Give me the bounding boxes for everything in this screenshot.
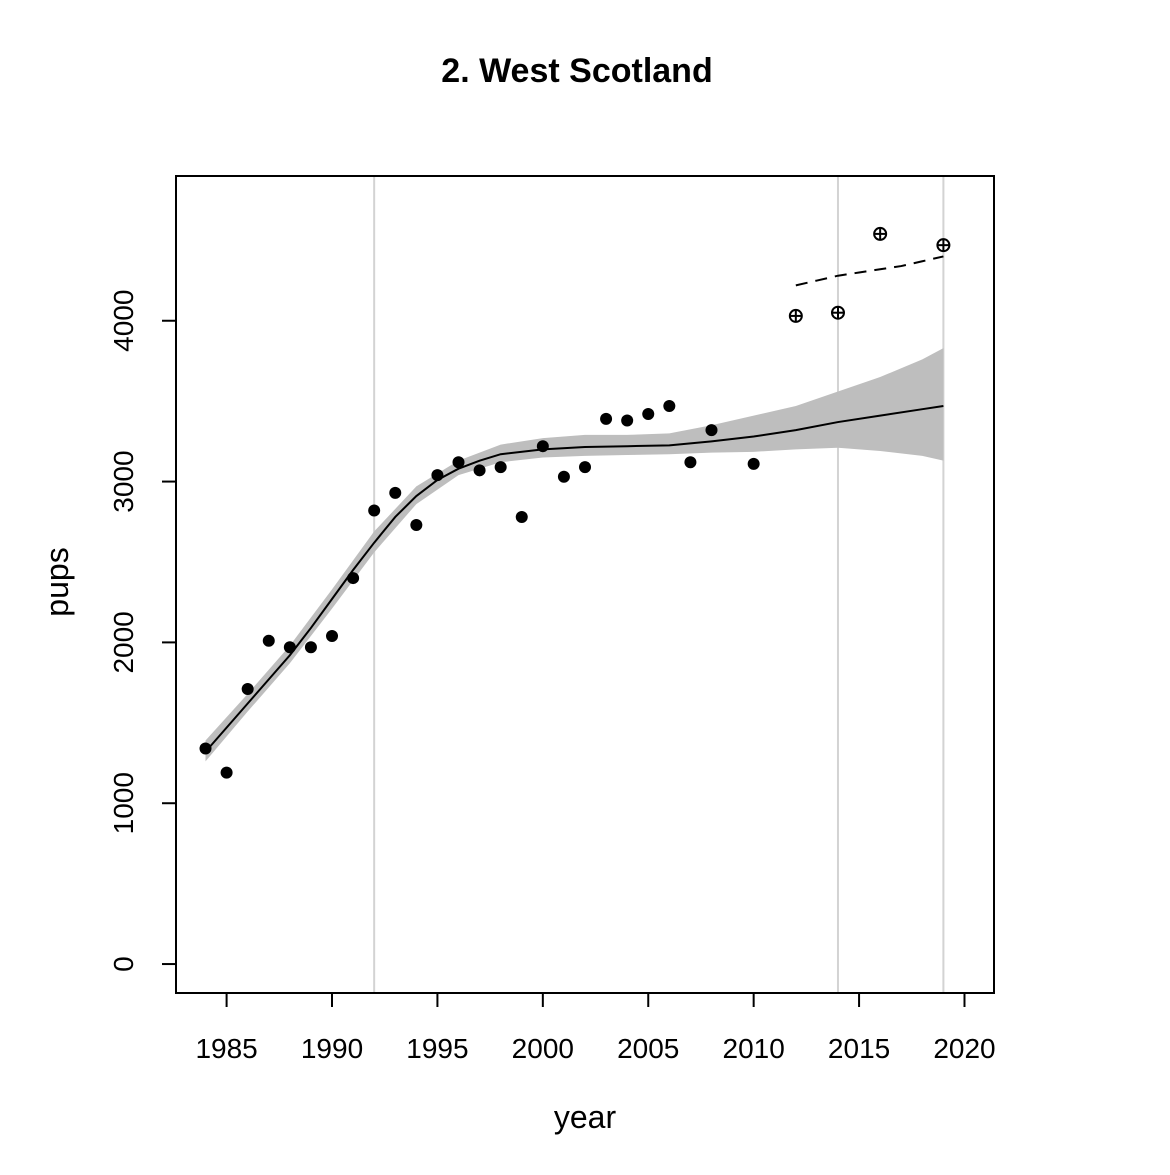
confidence-band-layer (205, 348, 944, 762)
data-point-crossed (788, 308, 803, 323)
data-point (642, 408, 655, 421)
data-point (431, 469, 444, 482)
x-tick-label: 2000 (512, 1033, 574, 1064)
x-axis-label: year (554, 1099, 617, 1135)
x-tick-label: 1995 (406, 1033, 468, 1064)
data-point (494, 461, 507, 474)
x-tick-label: 2020 (933, 1033, 995, 1064)
data-point (747, 457, 760, 470)
data-point (600, 412, 613, 425)
data-point (304, 641, 317, 654)
y-tick-label: 4000 (108, 290, 139, 352)
data-point-crossed (873, 226, 888, 241)
data-point (241, 683, 254, 696)
confidence-band (205, 348, 944, 762)
data-point (684, 456, 697, 469)
x-tick-label: 2015 (828, 1033, 890, 1064)
data-point (220, 766, 233, 779)
data-point (283, 641, 296, 654)
y-tick-label: 2000 (108, 611, 139, 673)
data-point (579, 461, 591, 474)
data-point (621, 414, 634, 427)
data-point (199, 742, 212, 755)
data-point-crossed (830, 305, 845, 320)
chart-title: 2. West Scotland (441, 52, 712, 90)
y-axis-label: pups (39, 547, 75, 616)
data-point (262, 634, 275, 647)
data-point (663, 399, 676, 412)
y-tick-label: 0 (108, 956, 139, 972)
data-point (368, 504, 381, 517)
data-point (705, 424, 718, 437)
x-tick-label: 1990 (301, 1033, 363, 1064)
data-point (452, 456, 465, 469)
data-point (515, 510, 528, 523)
x-tick-label: 2010 (723, 1033, 785, 1064)
data-point-crossed (936, 238, 951, 253)
x-tick-label: 1985 (195, 1033, 257, 1064)
data-point (473, 464, 486, 477)
y-tick-label: 3000 (108, 450, 139, 512)
plot-frame (175, 175, 995, 994)
x-tick-label: 2005 (617, 1033, 679, 1064)
data-point (347, 572, 360, 585)
data-point (326, 629, 339, 642)
data-point (536, 440, 549, 453)
dashed-trend-line (795, 255, 944, 287)
data-point (389, 486, 402, 499)
data-point (410, 518, 423, 531)
y-tick-label: 1000 (108, 772, 139, 834)
data-point (557, 470, 570, 483)
data-points-layer (199, 226, 951, 779)
